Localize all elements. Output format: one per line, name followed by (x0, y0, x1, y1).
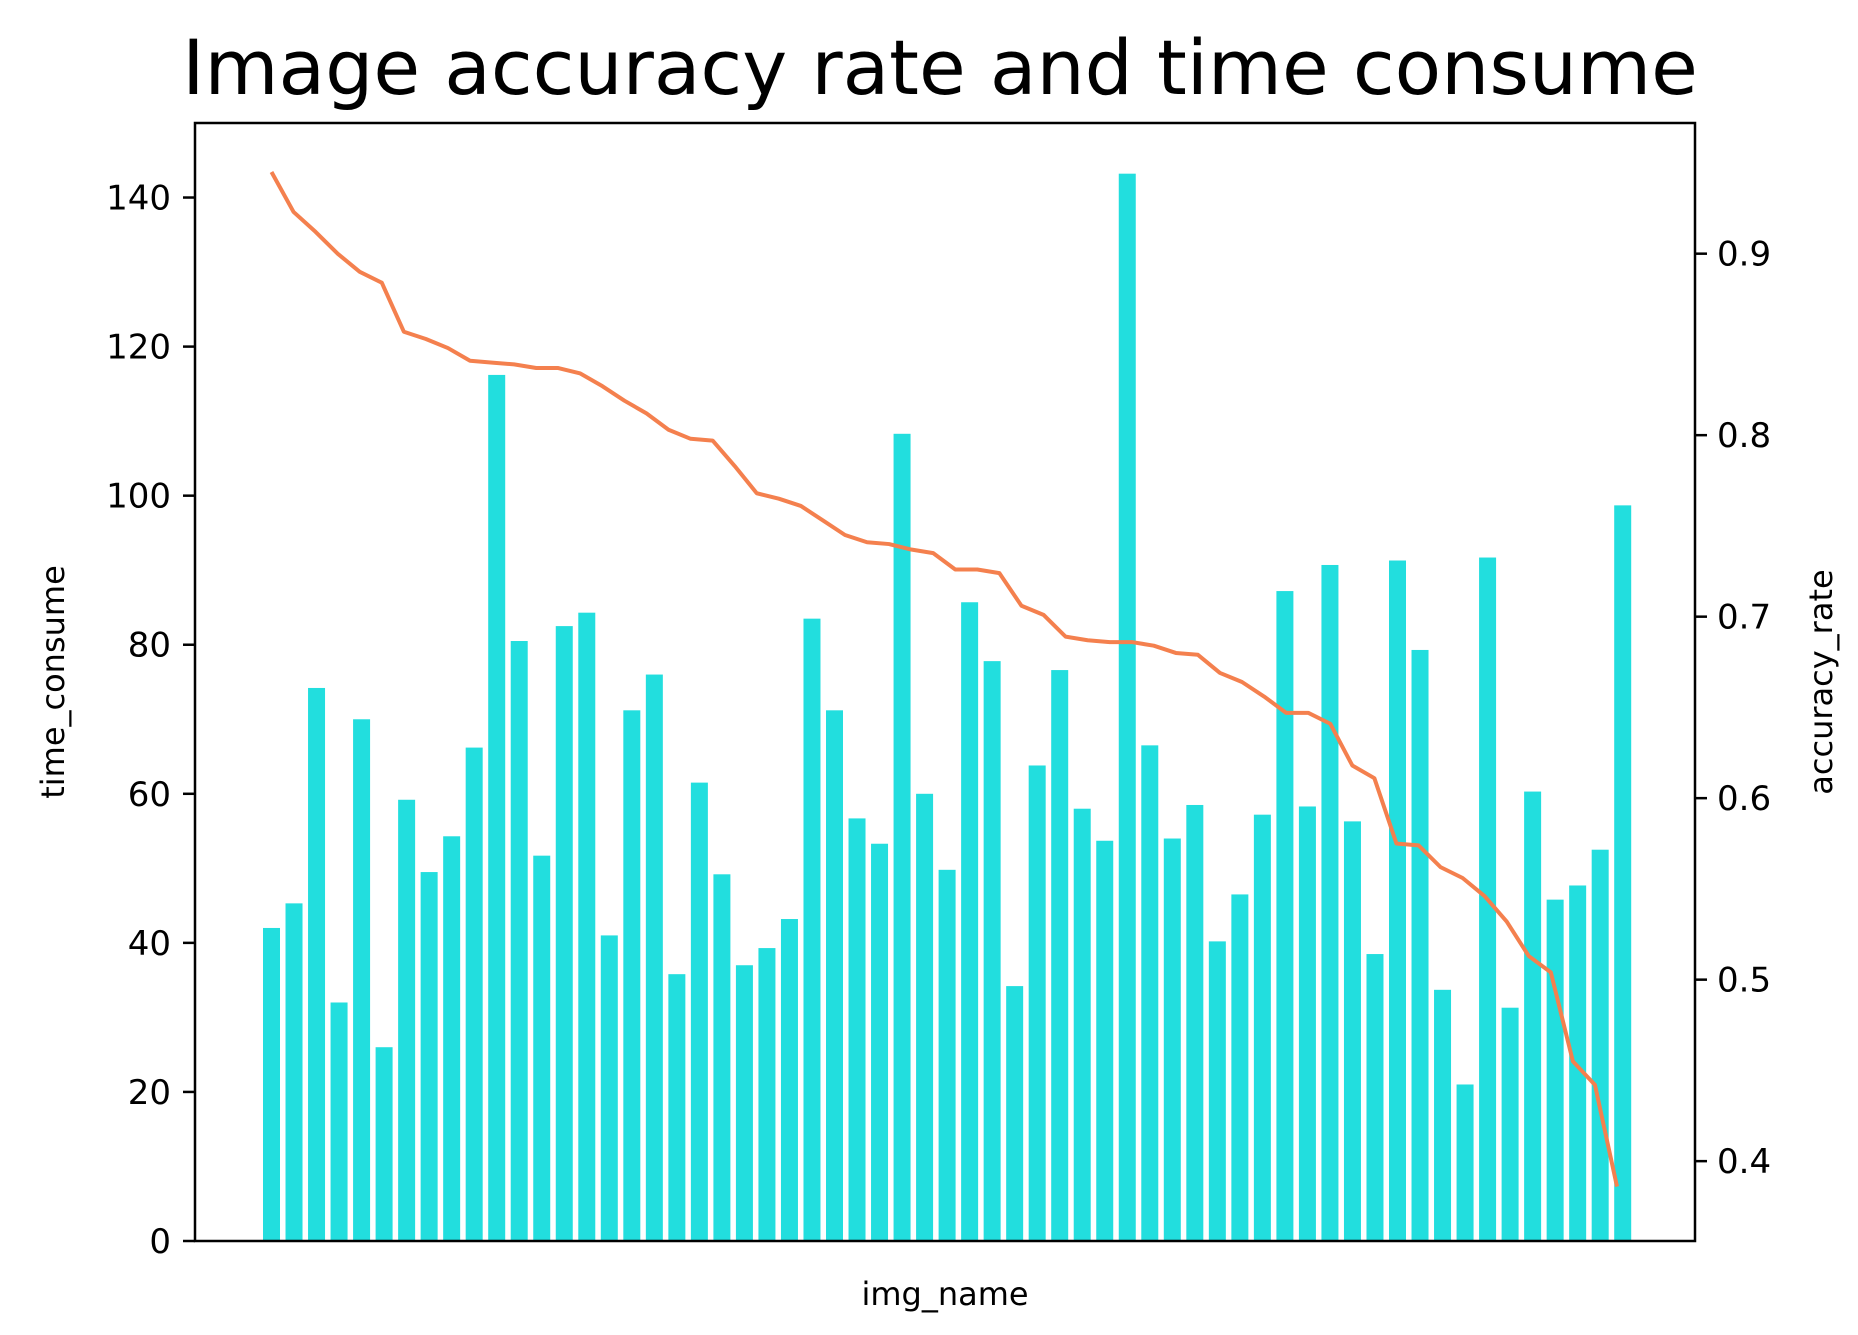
chart-title: Image accuracy rate and time consume (182, 23, 1698, 112)
accuracy-rate-line (269, 171, 1619, 1187)
time-consume-bar (398, 799, 416, 1241)
time-consume-bar (285, 903, 303, 1241)
time-consume-bar (488, 374, 506, 1241)
y-tick-label-left: 60 (128, 775, 171, 815)
time-consume-bar (1434, 989, 1452, 1241)
time-consume-bar (1051, 670, 1069, 1241)
time-consume-bar (1186, 804, 1204, 1241)
time-consume-bar (1028, 765, 1046, 1241)
time-consume-bar (871, 843, 889, 1241)
time-consume-bar (1614, 505, 1632, 1241)
time-consume-bar (578, 612, 596, 1241)
left-axis-ticks: 0 20 40 60 80 100 120 140 (106, 179, 195, 1262)
time-consume-bar (1591, 849, 1609, 1241)
time-consume-bar (1253, 814, 1271, 1241)
y-tick-label-right: 0.4 (1717, 1142, 1771, 1182)
time-consume-bar (1389, 560, 1406, 1241)
time-consume-bar (420, 872, 438, 1241)
time-consume-bar (1163, 838, 1181, 1241)
y-tick-label-left: 0 (149, 1222, 171, 1262)
plot-frame (193, 121, 1697, 1243)
time-consume-bar (375, 1047, 393, 1241)
time-consume-bar (916, 793, 934, 1241)
time-consume-bar (443, 836, 461, 1241)
time-consume-bar (1366, 954, 1384, 1241)
time-consume-bar (1118, 173, 1136, 1242)
time-consume-bar (803, 618, 821, 1241)
time-consume-bar (1524, 791, 1542, 1241)
y-tick-label-right: 0.6 (1717, 779, 1771, 819)
time-consume-bar (961, 602, 979, 1241)
time-consume-bar (1298, 806, 1316, 1241)
time-consume-bar (600, 935, 618, 1241)
time-consume-bar (780, 919, 798, 1241)
time-consume-bar (1276, 591, 1294, 1241)
time-consume-bar (668, 974, 686, 1241)
time-consume-bar (983, 661, 1001, 1241)
time-consume-bar (893, 433, 911, 1241)
time-consume-bar (1096, 840, 1114, 1241)
time-consume-bar (826, 710, 843, 1241)
time-consume-bar (263, 927, 280, 1241)
time-consume-bar (690, 782, 708, 1241)
time-consume-bar (713, 874, 731, 1241)
time-consume-bar (758, 948, 776, 1241)
time-consume-bar (1411, 649, 1429, 1241)
y-tick-label-left: 140 (106, 179, 171, 219)
time-consume-bar (465, 747, 483, 1241)
y-tick-label-right: 0.5 (1717, 961, 1771, 1001)
time-consume-bar (1141, 745, 1159, 1241)
time-consume-bar (353, 719, 371, 1241)
time-consume-bar (1073, 808, 1091, 1241)
time-consume-bar (1456, 1084, 1474, 1241)
time-consume-bar (330, 1002, 348, 1241)
time-consume-bar (938, 869, 956, 1241)
y-tick-label-right: 0.8 (1717, 416, 1771, 456)
y-tick-label-right: 0.7 (1717, 598, 1771, 638)
time-consume-bar (645, 674, 663, 1241)
right-axis-ticks: 0.4 0.5 0.6 0.7 0.8 0.9 (1695, 235, 1771, 1182)
time-consume-bar (1546, 899, 1564, 1241)
time-consume-bar (1208, 941, 1226, 1241)
time-consume-bar (533, 855, 551, 1241)
y-tick-label-left: 80 (128, 626, 171, 666)
time-consume-bar (1569, 885, 1587, 1241)
time-consume-bar (1006, 986, 1024, 1241)
time-consume-bar (623, 710, 641, 1241)
y-tick-label-left: 20 (128, 1073, 171, 1113)
y-tick-label-left: 120 (106, 328, 171, 368)
time-consume-bar (735, 965, 753, 1241)
y-axis-label-left: time_consume (34, 565, 72, 799)
time-consume-bar (1321, 564, 1339, 1241)
bars-layer (263, 173, 1632, 1242)
time-consume-bar (1501, 1007, 1519, 1241)
y-tick-label-left: 100 (106, 477, 171, 517)
time-consume-bar (308, 687, 326, 1241)
time-consume-bar (555, 626, 573, 1241)
y-tick-label-left: 40 (128, 924, 171, 964)
time-consume-bar (848, 818, 866, 1241)
time-consume-bar (510, 641, 528, 1241)
x-axis-label: img_name (861, 1275, 1028, 1313)
y-tick-label-right: 0.9 (1717, 235, 1771, 275)
time-consume-bar (1231, 894, 1249, 1241)
time-consume-bar (1343, 821, 1361, 1241)
y-axis-label-right: accuracy_rate (1802, 569, 1840, 794)
